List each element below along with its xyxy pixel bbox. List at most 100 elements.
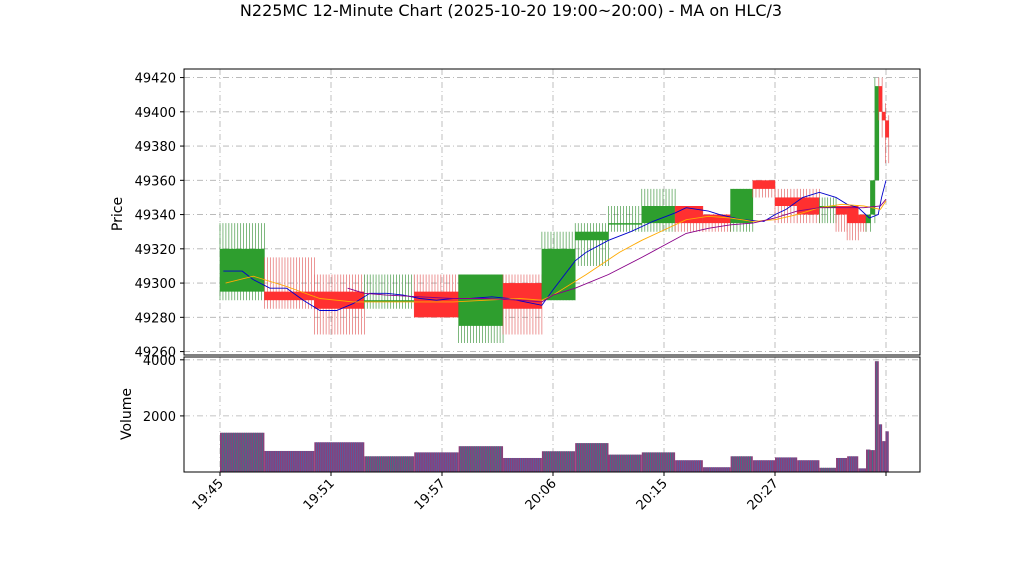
candle — [874, 77, 880, 181]
volume-bar — [541, 451, 576, 472]
candle — [752, 180, 776, 198]
volume-bar — [264, 450, 315, 472]
price-tick-label: 49280 — [135, 311, 176, 326]
candle-body — [847, 206, 859, 224]
price-tick-label: 49400 — [135, 106, 176, 121]
candle — [730, 188, 754, 232]
candle-body — [575, 231, 609, 241]
volume-bar-fill — [702, 467, 731, 472]
candle — [796, 188, 820, 224]
candle — [219, 223, 265, 301]
candle-body — [414, 291, 459, 318]
volume-bar-fill — [364, 456, 415, 472]
price-tick-label: 49360 — [135, 174, 176, 189]
volume-bar — [503, 457, 542, 472]
volume-bar — [885, 431, 889, 472]
volume-bar — [702, 467, 731, 472]
volume-bar — [220, 432, 265, 472]
moving-average-lines — [223, 180, 887, 311]
candle — [363, 274, 415, 309]
x-axis: 19:45 19:51 19:57 20:06 20:15 20:27 — [190, 472, 887, 513]
chart-title: N225MC 12-Minute Chart (2025-10-20 19:00… — [240, 1, 782, 20]
candle-body — [882, 111, 886, 121]
candle — [314, 274, 365, 335]
price-y-axis-label: Price — [110, 197, 126, 231]
candle-body — [858, 214, 867, 224]
price-tick-label: 49300 — [135, 277, 176, 292]
x-tick-label: 20:27 — [745, 476, 782, 513]
volume-bar — [641, 452, 676, 472]
volume-bar-fill — [608, 454, 642, 472]
candle — [774, 188, 798, 224]
volume-bar — [870, 450, 875, 472]
candle-body — [702, 214, 731, 224]
volume-bar — [314, 442, 365, 472]
x-tick-label: 19:45 — [190, 476, 227, 513]
candle — [835, 206, 848, 232]
candle-body — [264, 291, 315, 301]
candle-body — [730, 188, 753, 224]
volume-bar — [414, 452, 459, 472]
x-tick-label: 19:51 — [301, 476, 338, 513]
candle — [458, 274, 504, 344]
volume-bar — [675, 460, 703, 472]
volume-bar-fill — [264, 450, 315, 472]
volume-bar-fill — [847, 456, 859, 472]
volume-bar — [608, 454, 642, 472]
volume-bar — [836, 457, 848, 472]
volume-bar-fill — [575, 443, 609, 472]
x-tick-label: 20:06 — [523, 476, 560, 513]
volume-plot-frame — [183, 356, 921, 473]
volume-y-axis-label: Volume — [119, 388, 135, 440]
candle-body — [608, 223, 642, 225]
candle — [819, 197, 837, 224]
price-tick-label: 49340 — [135, 209, 176, 224]
candle-body — [836, 206, 848, 215]
volume-bar — [730, 456, 753, 472]
volume-bar-fill — [314, 442, 365, 472]
candle-body — [675, 206, 703, 224]
volume-bar — [752, 460, 775, 472]
candle — [413, 274, 459, 318]
price-tick-label: 49420 — [135, 72, 176, 87]
candle — [641, 188, 676, 232]
volume-bar — [866, 449, 871, 472]
candle-body — [775, 197, 798, 207]
candle-body — [885, 120, 889, 138]
volume-bars — [220, 361, 889, 472]
volume-bar — [819, 467, 837, 472]
candle-body — [220, 248, 265, 292]
candles — [219, 77, 890, 344]
candle-body — [364, 300, 415, 302]
candle — [881, 103, 886, 138]
volume-bar-fill — [675, 460, 703, 472]
candle — [857, 214, 867, 232]
candle — [608, 206, 643, 232]
price-y-axis: 49260 49280 49300 49320 49340 49360 49380 49400… — [135, 72, 184, 361]
price-tick-label: 49380 — [135, 140, 176, 155]
x-tick-label: 20:15 — [634, 476, 671, 513]
candle-body — [503, 283, 542, 309]
candle-body — [752, 180, 775, 189]
candle-body — [874, 86, 879, 181]
volume-bar — [364, 456, 415, 472]
candle — [878, 77, 883, 121]
candle — [846, 206, 859, 241]
volume-bar — [775, 457, 798, 472]
candle-body — [866, 214, 871, 224]
volume-bar — [858, 468, 867, 472]
x-tick-label: 19:57 — [412, 476, 449, 513]
candle-body — [870, 180, 875, 215]
price-plot-frame — [183, 68, 921, 356]
candle-body — [878, 86, 883, 112]
volume-tick-label: 4000 — [143, 354, 176, 369]
volume-bar-fill — [836, 457, 848, 472]
volume-bar-fill — [541, 451, 576, 472]
candle-body — [641, 206, 676, 224]
volume-bar-fill — [641, 452, 676, 472]
price-tick-label: 49320 — [135, 243, 176, 258]
volume-bar — [874, 361, 879, 472]
ma-series-line — [225, 200, 887, 303]
ma-series-line — [223, 180, 887, 311]
